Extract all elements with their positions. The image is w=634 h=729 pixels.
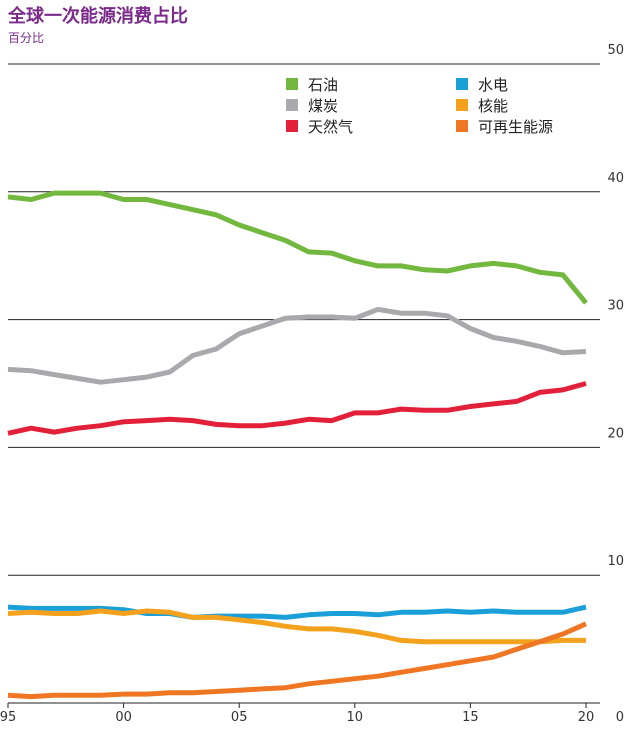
y-tick-label: 0 — [616, 710, 624, 725]
x-tick-label: 15 — [462, 710, 479, 725]
legend-swatch-4 — [456, 99, 468, 111]
x-tick-label: 05 — [231, 710, 248, 725]
y-tick-label: 10 — [607, 554, 624, 569]
y-tick-label: 20 — [607, 426, 624, 441]
y-tick-label: 50 — [607, 43, 624, 58]
legend-label-0: 石油 — [308, 76, 338, 94]
legend-swatch-1 — [286, 99, 298, 111]
legend-swatch-5 — [456, 120, 468, 132]
series-line-3 — [7, 604, 587, 620]
legend-swatch-2 — [286, 120, 298, 132]
series-line-5 — [7, 621, 588, 700]
x-tick-label: 20 — [578, 710, 595, 725]
y-tick-label: 30 — [607, 299, 624, 314]
x-tick-label: 95 — [0, 710, 16, 725]
series-lines — [7, 190, 588, 700]
legend-label-5: 可再生能源 — [478, 118, 553, 136]
series-line-4 — [7, 608, 586, 645]
x-axis-ticks: 95 00 05 10 15 20 — [0, 703, 594, 725]
y-tick-label: 40 — [607, 171, 624, 186]
series-line-0 — [7, 190, 588, 305]
x-tick-label: 00 — [115, 710, 132, 725]
grid-lines — [8, 63, 600, 704]
legend-label-4: 核能 — [478, 97, 508, 115]
y-axis-ticks: 0 10 20 30 40 50 — [607, 43, 624, 725]
chart-title: 全球一次能源消费占比 — [8, 6, 188, 27]
legend-label-3: 水电 — [478, 76, 508, 94]
legend-swatch-0 — [286, 78, 298, 90]
legend-label-1: 煤炭 — [308, 97, 338, 115]
series-line-2 — [7, 381, 587, 436]
legend-label-2: 天然气 — [308, 118, 353, 136]
chart-subtitle: 百分比 — [8, 31, 45, 45]
x-tick-label: 10 — [347, 710, 364, 725]
series-line-1 — [7, 306, 587, 385]
legend-swatch-3 — [456, 78, 468, 90]
